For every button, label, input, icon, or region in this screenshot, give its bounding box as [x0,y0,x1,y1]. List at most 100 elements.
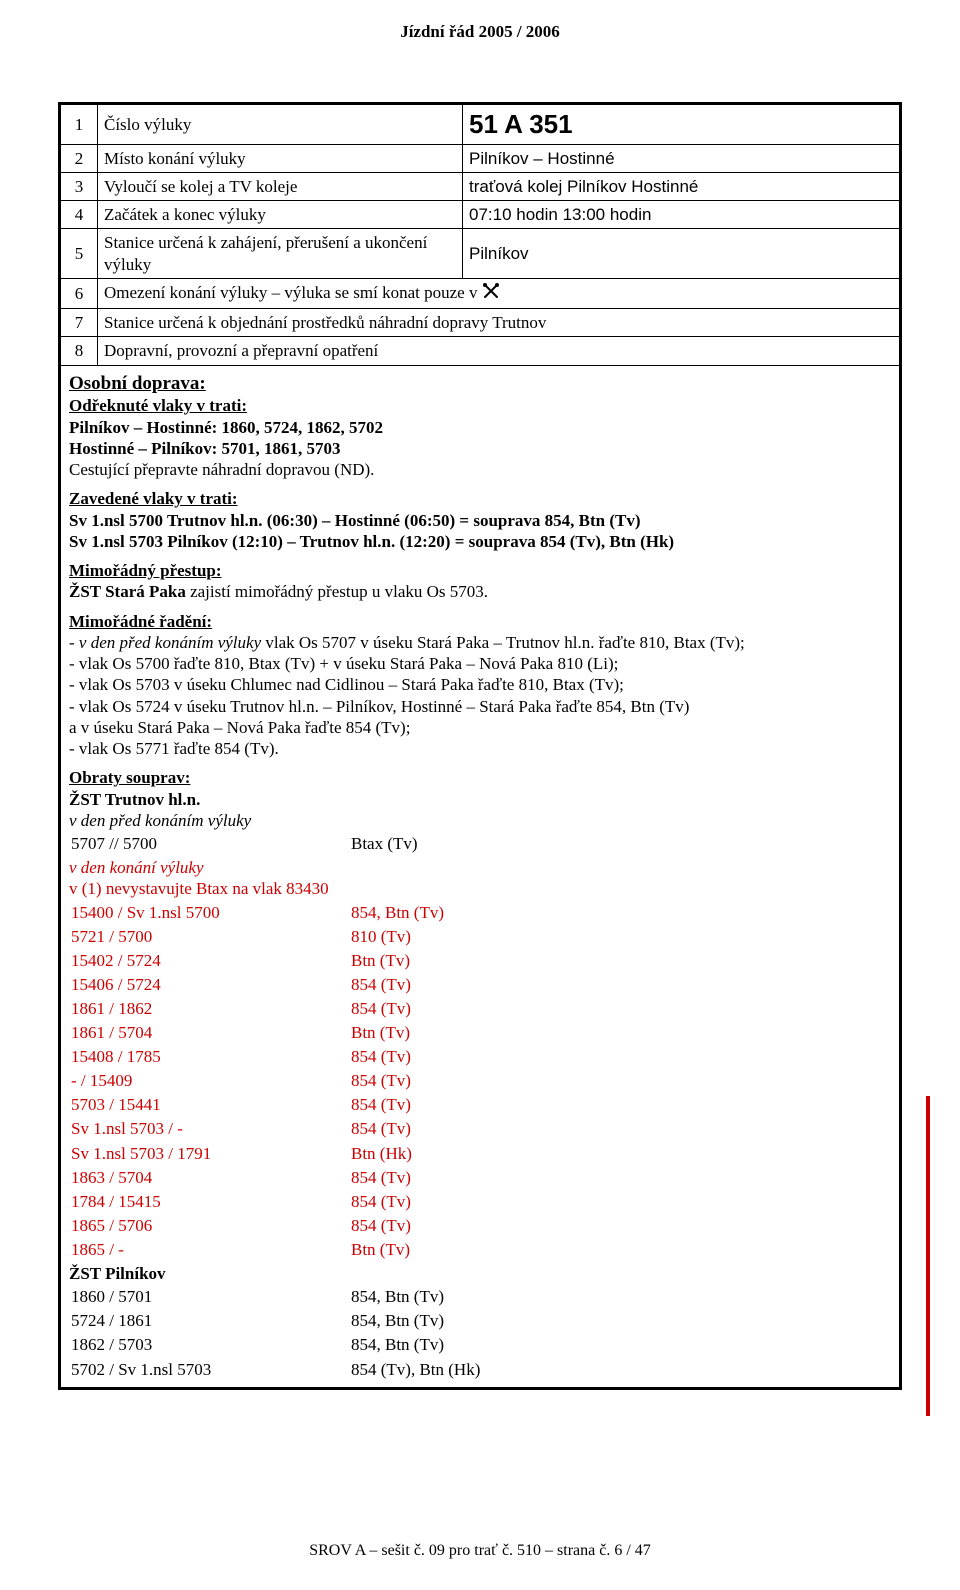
tools-icon [482,282,500,305]
body-line-red: v den konání výluky [69,857,891,878]
cell: 854 (Tv) [351,1191,452,1213]
cell: 854 (Tv) [351,1167,452,1189]
table-row: - / 15409854 (Tv) [71,1070,452,1092]
transfer-heading: Mimořádný přestup: [69,560,891,581]
cell: 5721 / 5700 [71,926,349,948]
table-row: 3 Vyloučí se kolej a TV koleje traťová k… [61,172,899,200]
change-bar [926,1096,930,1416]
cell: Btn (Tv) [351,1239,452,1261]
table-row: 15402 / 5724Btn (Tv) [71,950,452,972]
row-num: 2 [61,144,98,172]
row-value: traťová kolej Pilníkov Hostinné [463,172,900,200]
cell: 854 (Tv) [351,1070,452,1092]
cell: 1863 / 5704 [71,1167,349,1189]
row-num: 8 [61,337,98,365]
table-row: 8 Dopravní, provozní a přepravní opatřen… [61,337,899,365]
row-value: 07:10 hodin 13:00 hodin [463,201,900,229]
row-num: 7 [61,309,98,337]
row-num: 5 [61,229,98,279]
cell: 810 (Tv) [351,926,452,948]
body-line: ŽST Pilníkov [69,1263,891,1284]
section: Obraty souprav: ŽST Trutnov hl.n. v den … [69,767,891,1382]
cell: 5703 / 15441 [71,1094,349,1116]
body-line: Hostinné – Pilníkov: 5701, 1861, 5703 [69,438,891,459]
table-row: 1860 / 5701854, Btn (Tv) [71,1286,488,1308]
table-row: 1865 / -Btn (Tv) [71,1239,452,1261]
cell: 1784 / 15415 [71,1191,349,1213]
cell: Sv 1.nsl 5703 / 1791 [71,1143,349,1165]
row-label: Místo konání výluky [98,144,463,172]
cell: 1865 / - [71,1239,349,1261]
row-num: 3 [61,172,98,200]
body-line: v den před konáním výluky [69,810,891,831]
day-of: v den konání výluky [69,858,204,877]
page-footer: SROV A – sešit č. 09 pro trať č. 510 – s… [0,1542,960,1560]
cell: 5707 // 5700 [71,833,349,855]
cell: 854, Btn (Tv) [351,1334,488,1356]
body-area: Osobní doprava: Odřeknuté vlaky v trati:… [61,366,899,1387]
cell: 15406 / 5724 [71,974,349,996]
cancelled-trains-heading: Odřeknuté vlaky v trati: [69,395,891,416]
table-row: 2 Místo konání výluky Pilníkov – Hostinn… [61,144,899,172]
row-label: Číslo výluky [98,105,463,144]
cell: 854 (Tv) [351,998,452,1020]
cell: Btn (Tv) [351,950,452,972]
text: Hostinné – Pilníkov: 5701, 1861, 5703 [69,439,341,458]
row-label: Stanice určená k objednání prostředků ná… [98,309,900,337]
table-row: 1 Číslo výluky 51 A 351 [61,105,899,144]
row-label: Začátek a konec výluky [98,201,463,229]
personal-transport-heading: Osobní doprava: [69,372,891,396]
row-num: 6 [61,278,98,308]
cell: 5702 / Sv 1.nsl 5703 [71,1359,349,1381]
body-line: - vlak Os 5771 řaďte 854 (Tv). [69,738,891,759]
cell: 854 (Tv) [351,1046,452,1068]
body-line: ŽST Trutnov hl.n. [69,789,891,810]
section: Mimořádné řadění: - v den před konáním v… [69,611,891,760]
body-line: Sv 1.nsl 5700 Trutnov hl.n. (06:30) – Ho… [69,510,891,531]
row-value: Pilníkov – Hostinné [463,144,900,172]
station-name: ŽST Trutnov hl.n. [69,790,200,809]
exclusion-number: 51 A 351 [469,109,573,139]
cell: 854 (Tv), Btn (Hk) [351,1359,488,1381]
table-row: 5702 / Sv 1.nsl 5703854 (Tv), Btn (Hk) [71,1359,488,1381]
table-row: 4 Začátek a konec výluky 07:10 hodin 13:… [61,201,899,229]
section: Mimořádný přestup: ŽST Stará Paka zajist… [69,560,891,603]
row-label: Vyloučí se kolej a TV koleje [98,172,463,200]
page-header: Jízdní řád 2005 / 2006 [0,22,960,42]
cell: 1860 / 5701 [71,1286,349,1308]
cell: Sv 1.nsl 5703 / - [71,1118,349,1140]
cell: Btn (Hk) [351,1143,452,1165]
row-label: Stanice určená k zahájení, přerušení a u… [98,229,463,279]
row-num: 4 [61,201,98,229]
table-row: 15408 / 1785854 (Tv) [71,1046,452,1068]
table-row: 1865 / 5706854 (Tv) [71,1215,452,1237]
day-before: v den před konáním výluky [69,811,251,830]
cell: - / 15409 [71,1070,349,1092]
cell: 854 (Tv) [351,1118,452,1140]
turnaround-table-red: 15400 / Sv 1.nsl 5700854, Btn (Tv)5721 /… [69,900,454,1263]
table-row: 1784 / 15415854 (Tv) [71,1191,452,1213]
table-row: 1863 / 5704854 (Tv) [71,1167,452,1189]
body-line: - vlak Os 5724 v úseku Trutnov hl.n. – P… [69,696,891,717]
table-row: Sv 1.nsl 5703 / -854 (Tv) [71,1118,452,1140]
cell: 1865 / 5706 [71,1215,349,1237]
cell: 854, Btn (Tv) [351,902,452,924]
cell: 854 (Tv) [351,1094,452,1116]
table-row: 7 Stanice určená k objednání prostředků … [61,309,899,337]
body-line: ŽST Stará Paka zajistí mimořádný přestup… [69,581,891,602]
table-row: 5703 / 15441854 (Tv) [71,1094,452,1116]
row-num: 1 [61,105,98,144]
body-line: a v úseku Stará Paka – Nová Paka řaďte 8… [69,717,891,738]
row-value: 51 A 351 [463,105,900,144]
cell: 1862 / 5703 [71,1334,349,1356]
cell: 1861 / 5704 [71,1022,349,1044]
info-table: 1 Číslo výluky 51 A 351 2 Místo konání v… [61,105,899,366]
body-line: - v den před konáním výluky vlak Os 5707… [69,632,891,653]
table-row: 1861 / 5704Btn (Tv) [71,1022,452,1044]
body-line-red: v (1) nevystavujte Btax na vlak 83430 [69,878,891,899]
cell: 854 (Tv) [351,1215,452,1237]
turnaround-table: 1860 / 5701854, Btn (Tv)5724 / 1861854, … [69,1284,490,1382]
text: Sv 1.nsl 5700 Trutnov hl.n. (06:30) – Ho… [69,511,641,530]
turnaround-table: 5707 // 5700 Btax (Tv) [69,831,428,857]
station-name: ŽST Pilníkov [69,1264,166,1283]
